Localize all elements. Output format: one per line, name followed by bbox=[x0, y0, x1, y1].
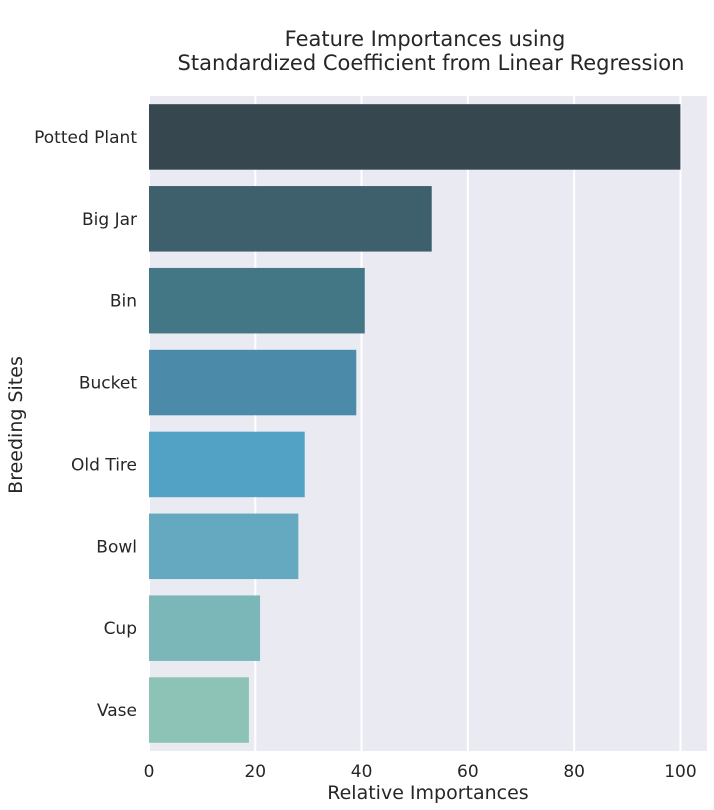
y-tick-labels: Potted Plant Big Jar Bin Bucket Old Tire Bowl… bbox=[34, 128, 137, 721]
bar-vase bbox=[149, 677, 249, 743]
y-tick-label: Bucket bbox=[79, 374, 137, 394]
bar-old-tire bbox=[149, 431, 305, 498]
chart-title-line-1: Feature Importances using bbox=[285, 27, 566, 51]
y-tick-label: Big Jar bbox=[82, 210, 137, 230]
x-tick-label: 40 bbox=[351, 762, 373, 782]
x-tick-label: 20 bbox=[244, 762, 266, 782]
y-tick-label: Cup bbox=[104, 619, 137, 639]
x-tick-label: 100 bbox=[664, 762, 696, 782]
x-tick-label: 60 bbox=[457, 762, 479, 782]
bar-bowl bbox=[149, 513, 299, 580]
y-tick-label: Old Tire bbox=[71, 455, 137, 475]
y-axis-label: Breeding Sites bbox=[5, 356, 27, 494]
bar-potted-plant bbox=[149, 104, 681, 170]
bar-bin bbox=[149, 267, 365, 334]
x-axis-label: Relative Importances bbox=[327, 782, 528, 804]
y-tick-label: Bin bbox=[110, 292, 137, 312]
y-tick-label: Vase bbox=[97, 701, 137, 721]
y-tick-label: Potted Plant bbox=[34, 128, 137, 148]
chart-title-line-2: Standardized Coefficient from Linear Reg… bbox=[178, 51, 685, 75]
y-tick-label: Bowl bbox=[96, 537, 137, 557]
bar-cup bbox=[149, 595, 261, 661]
x-tick-label: 80 bbox=[563, 762, 585, 782]
x-tick-labels: 0 20 40 60 80 100 bbox=[144, 762, 697, 782]
bar-big-jar bbox=[149, 186, 432, 252]
bar-bucket bbox=[149, 349, 357, 416]
bars bbox=[149, 104, 681, 743]
x-tick-label: 0 bbox=[144, 762, 155, 782]
